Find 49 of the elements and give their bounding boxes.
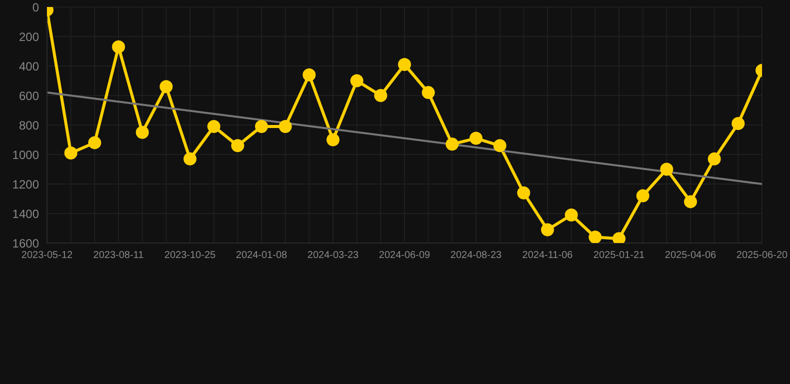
point (564, 208, 578, 222)
x-tick-label: 2023-10-25 (164, 250, 216, 262)
y-tick-label: 600 (18, 88, 40, 103)
point (732, 117, 745, 130)
y-tick-label: 1400 (12, 206, 40, 221)
point (446, 138, 459, 151)
x-tick-label: 2024-11-06 (522, 250, 574, 262)
point (207, 120, 220, 133)
point (231, 139, 244, 152)
point (517, 186, 530, 200)
point (278, 120, 292, 133)
point (398, 58, 411, 72)
y-tick-label: 1600 (12, 236, 40, 250)
point (493, 139, 506, 152)
x-tick-label: 2024-01-08 (236, 250, 288, 262)
y-tick-label: 1200 (12, 177, 40, 192)
x-tick-label: 2024-06-09 (378, 250, 431, 262)
point (684, 195, 697, 208)
x-tick-label: 2025-04-06 (664, 250, 717, 262)
point (708, 152, 721, 166)
y-tick-label: 1000 (12, 148, 40, 162)
point (612, 232, 626, 243)
y-tick-label: 800 (18, 118, 40, 132)
x-tick-label: 2024-03-23 (307, 250, 360, 262)
y-tick-label: 400 (18, 59, 40, 74)
point (422, 86, 435, 100)
point (64, 146, 78, 160)
point (302, 68, 316, 82)
point (184, 152, 196, 166)
point (326, 133, 340, 146)
point (88, 136, 102, 150)
point (255, 120, 268, 133)
point (588, 230, 602, 243)
point (374, 89, 388, 102)
point (636, 189, 650, 202)
point (160, 80, 173, 94)
point (112, 40, 125, 54)
x-tick-label: 2023-05-12 (21, 250, 74, 262)
point (660, 162, 674, 176)
y-tick-label: 0 (32, 0, 40, 14)
x-tick-label: 2023-08-11 (93, 250, 144, 262)
point (470, 132, 482, 145)
x-tick-label: 2025-01-21 (593, 250, 646, 262)
x-tick-label: 2025-06-20 (736, 250, 788, 262)
x-tick-label: 2024-08-23 (450, 250, 502, 262)
point (541, 223, 554, 236)
y-tick-label: 200 (18, 30, 40, 44)
point (350, 74, 364, 88)
point (136, 126, 149, 139)
